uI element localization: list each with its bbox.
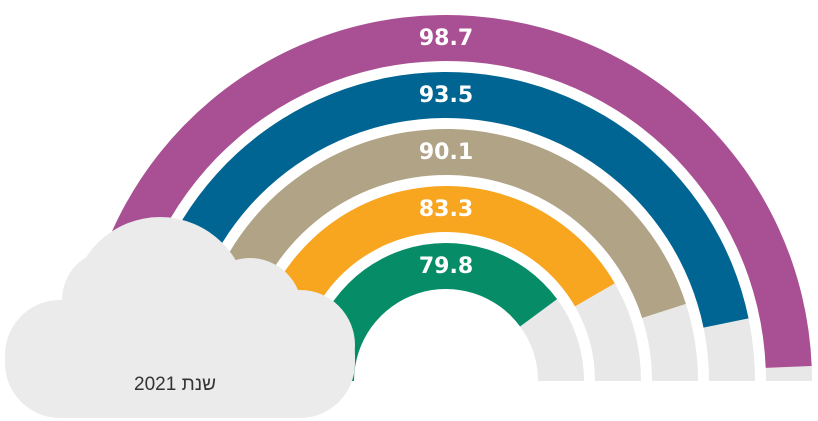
- value-label: 90.1: [419, 140, 473, 165]
- track: [574, 283, 641, 381]
- cloud: [5, 217, 355, 418]
- track: [765, 366, 812, 381]
- track: [520, 299, 584, 381]
- annotation: שנת 2021: [134, 374, 216, 395]
- bar: [251, 186, 615, 381]
- value-label: 98.7: [419, 26, 473, 51]
- bar: [308, 242, 558, 381]
- value-label: 79.8: [419, 254, 473, 279]
- value-label: 93.5: [419, 83, 473, 108]
- track: [703, 318, 755, 381]
- rings: [80, 15, 812, 382]
- track: [642, 303, 698, 381]
- bar: [80, 15, 812, 381]
- cloud-bump: [62, 250, 162, 350]
- value-label: 83.3: [419, 197, 473, 222]
- bar: [194, 128, 686, 381]
- bar: [137, 71, 749, 382]
- cloud-bump: [245, 290, 355, 400]
